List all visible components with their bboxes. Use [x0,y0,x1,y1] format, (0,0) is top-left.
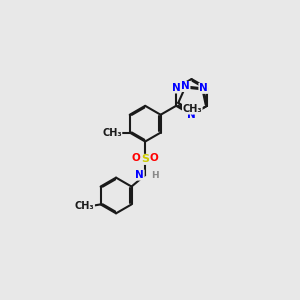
Text: O: O [150,153,158,163]
Text: N: N [135,170,144,180]
Text: N: N [181,82,190,92]
Text: O: O [132,153,141,163]
Text: H: H [152,171,159,180]
Text: N: N [172,83,181,93]
Text: CH₃: CH₃ [182,104,202,114]
Text: CH₃: CH₃ [75,201,94,211]
Text: N: N [199,83,208,93]
Text: CH₃: CH₃ [102,128,122,138]
Text: N: N [187,110,196,120]
Text: S: S [141,154,149,164]
